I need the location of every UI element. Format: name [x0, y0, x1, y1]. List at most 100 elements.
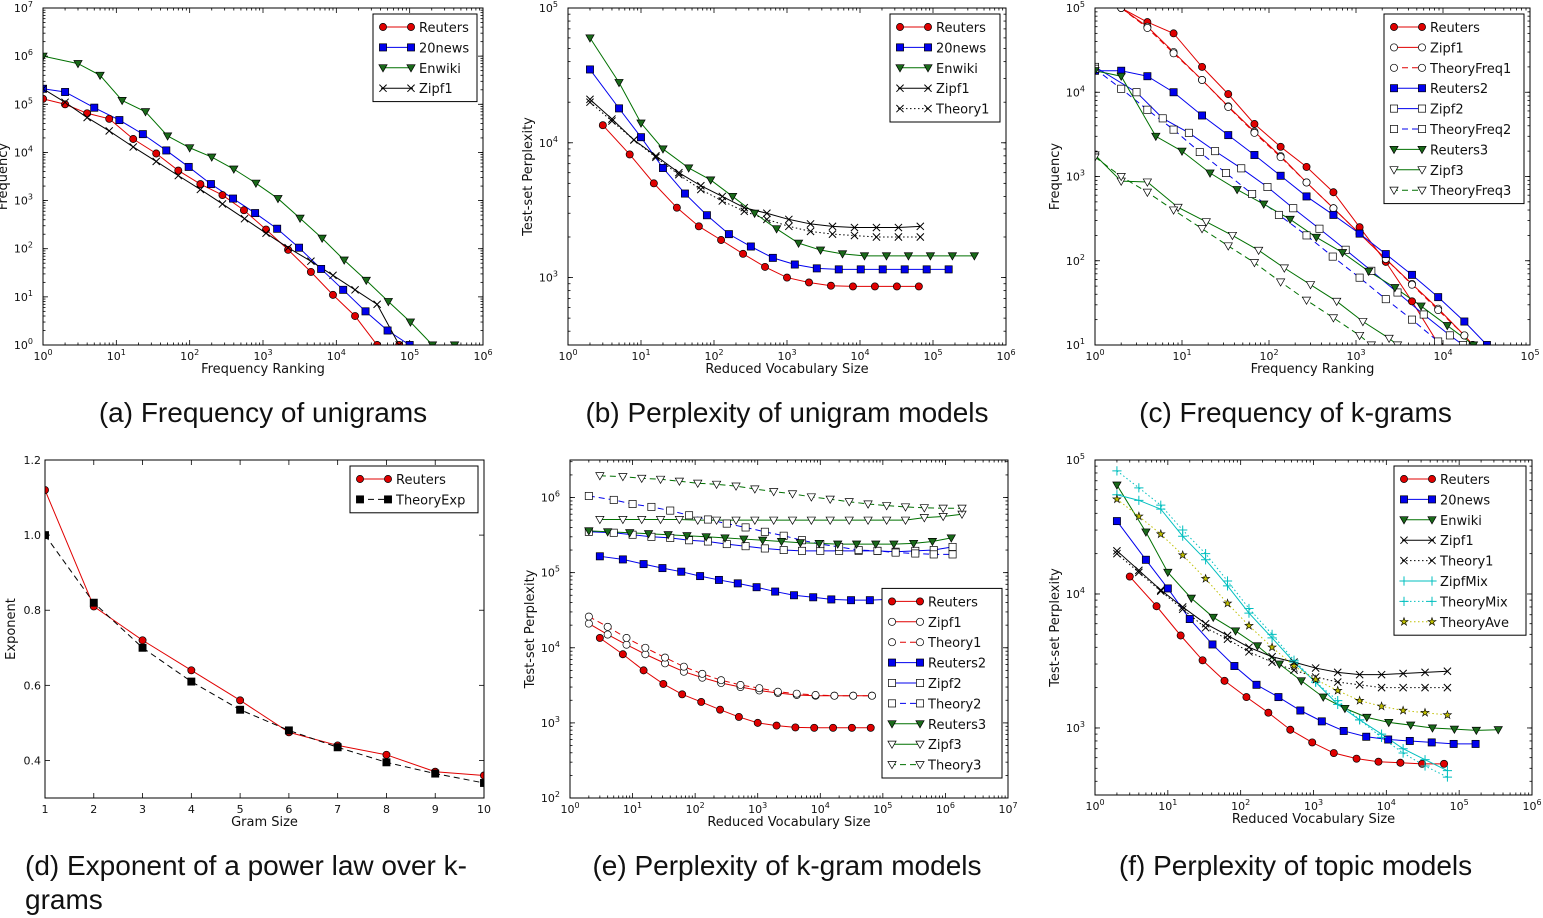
legend-marker — [1418, 104, 1426, 113]
legend-marker — [1399, 616, 1409, 626]
tick-exponent: 6 — [1536, 798, 1541, 807]
data-point-Enwiki — [969, 252, 980, 261]
y-axis-label: Test-set Perplexity — [1048, 568, 1063, 688]
data-point-Theory3 — [919, 504, 930, 513]
data-point-Zipf3 — [825, 516, 835, 525]
data-point-Zipf3 — [750, 516, 760, 525]
y-tick-label: 103 — [1066, 720, 1085, 735]
series-line-Reuters — [45, 489, 484, 776]
legend: Reuters Zipf1 Theory1 Reuters2 Zipf2 Theory2 R… — [881, 587, 1003, 779]
x-tick-label: 3 — [139, 803, 146, 816]
data-point-Reuters — [827, 281, 835, 290]
tick-exponent: 4 — [1080, 84, 1085, 93]
data-point-Zipf2 — [816, 546, 825, 555]
legend-box — [349, 465, 479, 514]
data-point-Zipf1 — [872, 223, 881, 232]
data-point-TheoryExp — [187, 677, 196, 686]
data-point-Theory1 — [755, 684, 764, 693]
legend-item: Enwiki — [378, 62, 461, 77]
data-point-Enwiki — [636, 119, 646, 128]
y-tick-label: 104 — [539, 135, 558, 150]
legend-marker — [888, 699, 896, 708]
data-point-TheoryFreq3 — [1275, 278, 1286, 287]
data-point-Reuters — [105, 114, 114, 123]
tick-exponent: 5 — [1464, 798, 1469, 807]
data-point-Reuters2 — [1143, 72, 1152, 81]
legend-item: Reuters — [1390, 21, 1480, 36]
x-tick-label: 2 — [90, 803, 97, 816]
y-tick-label: 106 — [14, 48, 33, 63]
legend-marker — [1418, 43, 1426, 52]
data-point-Reuters2 — [714, 575, 723, 584]
data-point-Zipf3 — [1331, 297, 1342, 307]
data-point-Enwiki — [727, 192, 738, 202]
legend-label: Theory1 — [927, 636, 981, 651]
legend-item: Enwiki — [1399, 514, 1482, 529]
data-point-Zipf3 — [938, 512, 948, 522]
tick-exponent: 2 — [1080, 253, 1085, 262]
data-point-Reuters — [678, 690, 687, 699]
series-line-Theory3 — [599, 475, 962, 509]
data-point-Theory1 — [603, 622, 612, 631]
data-point-20news — [724, 230, 733, 239]
legend-label: Reuters — [928, 595, 978, 610]
legend-label: Reuters — [936, 21, 986, 36]
data-point-Reuters — [138, 636, 147, 645]
x-tick-label: 103 — [777, 348, 796, 363]
legend-item: Zipf2 — [888, 677, 962, 692]
data-point-Reuters2 — [1329, 210, 1338, 219]
data-point-Zipf1 — [373, 300, 382, 309]
legend-marker — [384, 495, 392, 504]
data-point-Zipf1 — [1399, 669, 1408, 678]
data-point-20news — [1185, 615, 1194, 623]
data-point-Zipf1 — [329, 271, 337, 280]
plot-frame — [567, 7, 1007, 346]
x-axis-label: Reduced Vocabulary Size — [707, 815, 870, 830]
legend-label: Zipf1 — [936, 82, 970, 97]
data-point-Reuters3 — [889, 540, 899, 549]
data-point-Theory1 — [641, 643, 650, 652]
data-point-Zipf3 — [1305, 281, 1316, 290]
tick-exponent: 3 — [555, 715, 560, 724]
data-point-Theory1 — [1399, 683, 1408, 692]
data-point-20news — [922, 265, 931, 274]
data-point-TheoryAve — [1310, 674, 1321, 684]
data-point-Reuters3 — [908, 539, 919, 549]
data-point-Theory1 — [806, 227, 815, 236]
data-point-Zipf2 — [1419, 310, 1428, 319]
y-tick-label: 103 — [541, 715, 560, 730]
legend-marker — [356, 495, 364, 504]
data-point-Theory1 — [792, 689, 801, 698]
legend-marker — [887, 761, 897, 770]
data-point-Theory2 — [760, 527, 769, 536]
data-point-Zipf1 — [395, 341, 404, 345]
legend-marker — [1400, 495, 1408, 504]
data-point-Zipf2 — [741, 542, 750, 551]
data-point-Theory1 — [698, 669, 707, 678]
data-point-Theory1 — [784, 222, 793, 231]
series-line-TheoryExp — [45, 534, 484, 784]
tick-exponent: 6 — [555, 490, 560, 499]
legend-marker — [379, 43, 387, 52]
data-point-Reuters — [739, 249, 747, 258]
data-point-Reuters3 — [1232, 186, 1242, 195]
data-point-Enwiki — [95, 71, 105, 81]
data-point-TheoryFreq3 — [1366, 341, 1377, 345]
data-point-TheoryMix — [1442, 772, 1453, 782]
data-point-TheoryFreq1 — [1276, 153, 1285, 162]
legend-marker — [916, 658, 924, 667]
data-point-20news — [1471, 739, 1480, 748]
data-point-Reuters — [848, 282, 857, 291]
data-point-TheoryFreq2 — [1355, 273, 1364, 282]
tick-exponent: 1 — [1080, 337, 1085, 346]
data-point-TheoryFreq1 — [1434, 306, 1443, 314]
data-point-Reuters3 — [1285, 215, 1295, 225]
chart-panel-e: 100 101 102 103 104 105 106 107102103104105106R… — [523, 459, 1018, 830]
legend-label: Enwiki — [419, 62, 461, 77]
data-point-20news — [681, 189, 689, 198]
data-point-TheoryMix — [1376, 732, 1387, 743]
data-point-Reuters2 — [752, 583, 761, 592]
data-point-Reuters — [829, 723, 838, 732]
plot-frame — [569, 459, 1009, 799]
data-point-TheoryAve — [1222, 598, 1233, 608]
